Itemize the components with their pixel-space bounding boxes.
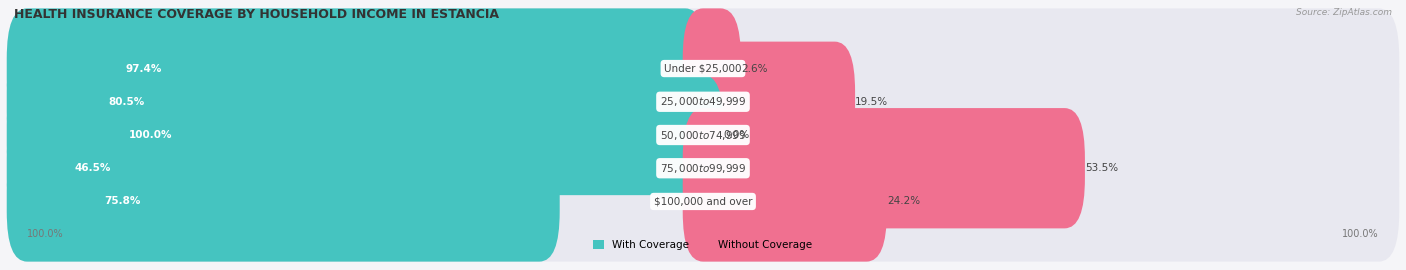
FancyBboxPatch shape	[7, 75, 723, 195]
Text: 100.0%: 100.0%	[128, 130, 172, 140]
Text: $25,000 to $49,999: $25,000 to $49,999	[659, 95, 747, 108]
FancyBboxPatch shape	[7, 42, 592, 162]
Text: Under $25,000: Under $25,000	[664, 63, 742, 73]
Text: $75,000 to $99,999: $75,000 to $99,999	[659, 162, 747, 175]
Text: $50,000 to $74,999: $50,000 to $74,999	[659, 129, 747, 141]
Text: 19.5%: 19.5%	[855, 97, 889, 107]
Text: 0.0%: 0.0%	[723, 130, 749, 140]
Text: 24.2%: 24.2%	[887, 197, 920, 207]
FancyBboxPatch shape	[7, 42, 1399, 162]
Text: 100.0%: 100.0%	[27, 229, 63, 239]
FancyBboxPatch shape	[7, 75, 1399, 195]
FancyBboxPatch shape	[7, 108, 361, 228]
Text: 75.8%: 75.8%	[104, 197, 141, 207]
FancyBboxPatch shape	[7, 8, 706, 129]
Text: 53.5%: 53.5%	[1085, 163, 1118, 173]
Text: 46.5%: 46.5%	[75, 163, 111, 173]
Text: 100.0%: 100.0%	[1343, 229, 1379, 239]
Text: HEALTH INSURANCE COVERAGE BY HOUSEHOLD INCOME IN ESTANCIA: HEALTH INSURANCE COVERAGE BY HOUSEHOLD I…	[14, 8, 499, 21]
FancyBboxPatch shape	[683, 42, 855, 162]
Text: 2.6%: 2.6%	[741, 63, 768, 73]
FancyBboxPatch shape	[683, 108, 1085, 228]
Text: 80.5%: 80.5%	[108, 97, 145, 107]
FancyBboxPatch shape	[7, 141, 1399, 262]
FancyBboxPatch shape	[683, 141, 887, 262]
Legend: With Coverage, Without Coverage: With Coverage, Without Coverage	[589, 236, 817, 254]
FancyBboxPatch shape	[7, 141, 560, 262]
FancyBboxPatch shape	[7, 108, 1399, 228]
Text: 97.4%: 97.4%	[125, 63, 162, 73]
Text: $100,000 and over: $100,000 and over	[654, 197, 752, 207]
FancyBboxPatch shape	[7, 8, 1399, 129]
FancyBboxPatch shape	[683, 8, 741, 129]
Text: Source: ZipAtlas.com: Source: ZipAtlas.com	[1296, 8, 1392, 17]
